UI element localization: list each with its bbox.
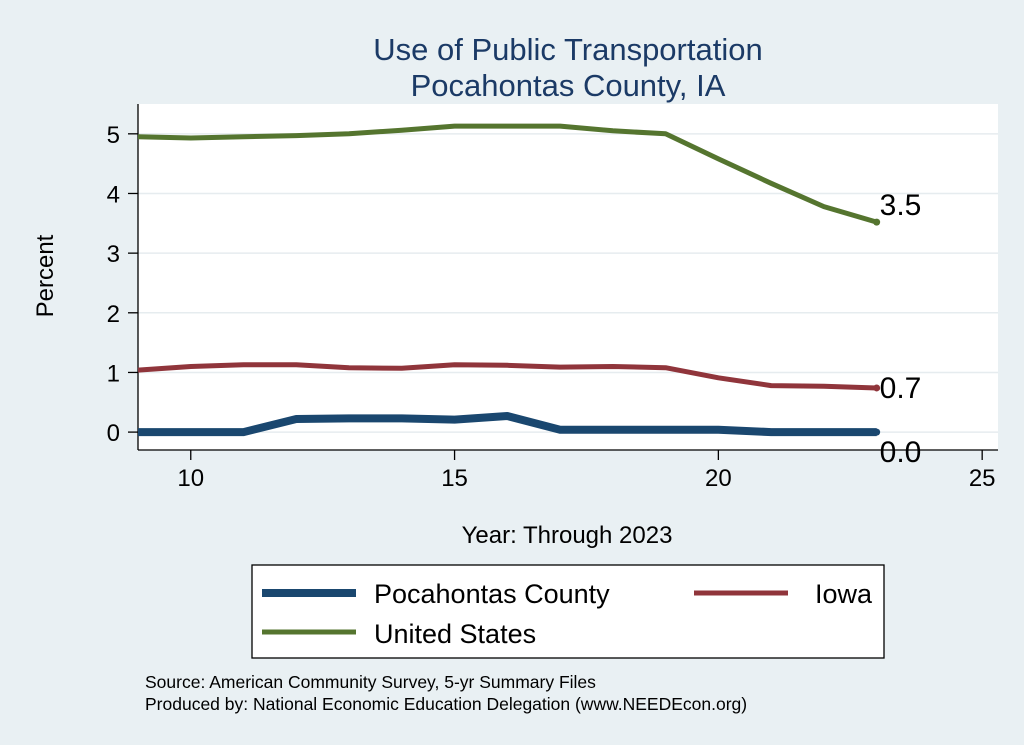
end-label-united-states: 3.5 (880, 189, 922, 222)
y-axis-title: Percent (32, 234, 59, 317)
plot-area (138, 104, 998, 450)
legend-label-united-states: United States (374, 619, 536, 649)
series-line-united-states (137, 123, 878, 225)
x-tick-label: 20 (705, 465, 732, 492)
legend-label-pocahontas: Pocahontas County (374, 579, 610, 609)
y-tick-label: 0 (107, 420, 120, 447)
series-line-pocahontas-county (138, 412, 877, 437)
y-tick-label: 2 (107, 301, 120, 328)
y-tick-label: 5 (107, 122, 120, 149)
axes: 0 1 2 3 4 5 10 15 20 25 (107, 104, 998, 492)
y-tick-label: 4 (107, 181, 120, 208)
y-tick-label: 3 (107, 241, 120, 268)
x-tick-label: 25 (969, 465, 996, 492)
end-point-pocahontas-county (873, 428, 881, 436)
legend-label-iowa: Iowa (815, 579, 873, 609)
end-labels: 0.0 0.7 3.5 (880, 189, 922, 469)
end-point-united-states (873, 218, 881, 226)
chart-title-line-1: Use of Public Transportation (373, 32, 762, 67)
x-axis-title: Year: Through 2023 (462, 522, 673, 549)
y-tick-label: 1 (107, 360, 120, 387)
x-tick-label: 10 (177, 465, 204, 492)
producer-note: Produced by: National Economic Education… (145, 694, 747, 714)
legend: Pocahontas County Iowa United States (251, 564, 885, 659)
end-label-pocahontas-county: 0.0 (880, 436, 922, 469)
chart-title-line-2: Pocahontas County, IA (411, 68, 726, 103)
source-note: Source: American Community Survey, 5-yr … (145, 672, 596, 692)
series-line-iowa (137, 362, 877, 391)
end-point-iowa (873, 384, 881, 392)
legend-box (251, 564, 885, 659)
x-tick-label: 15 (441, 465, 468, 492)
end-label-iowa: 0.7 (880, 372, 922, 405)
series-lines (137, 123, 881, 437)
